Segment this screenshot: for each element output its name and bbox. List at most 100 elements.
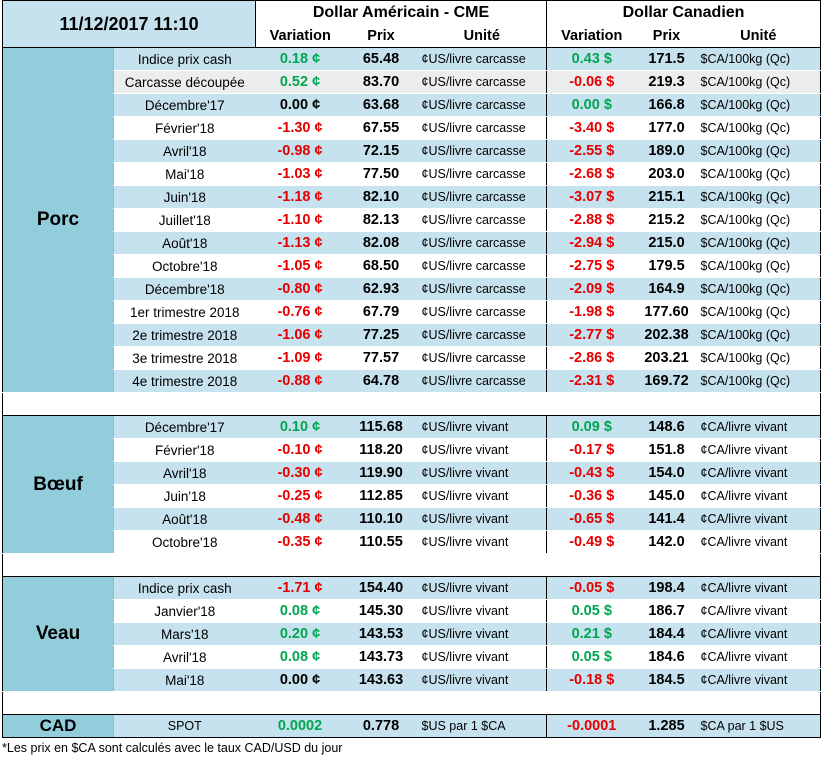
cad-price: 177.0 (636, 116, 697, 140)
cad-price: 171.5 (636, 47, 697, 71)
row-label: Mai'18 (112, 162, 256, 186)
usd-variation: -1.13 ¢ (255, 231, 345, 255)
usd-col-prix: Prix (344, 24, 418, 48)
cad-unit: ¢CA/livre vivant (696, 668, 822, 692)
section-label: CAD (2, 714, 114, 738)
table-row: Février'18 -1.30 ¢ 67.55 ¢US/livre carcasse… (3, 116, 822, 140)
usd-unit: ¢US/livre vivant (417, 599, 548, 623)
cad-unit: $CA/100kg (Qc) (696, 208, 822, 232)
cad-price: 215.1 (636, 185, 697, 209)
row-label: Indice prix cash (112, 576, 256, 600)
cad-variation: -2.75 $ (546, 254, 637, 278)
usd-col-unite: Unité (417, 24, 548, 48)
usd-unit: ¢US/livre carcasse (417, 323, 548, 347)
usd-unit: ¢US/livre carcasse (417, 47, 548, 71)
table-row: Décembre'17 0.00 ¢ 63.68 ¢US/livre carcasse… (3, 93, 822, 117)
usd-variation: 0.00 ¢ (255, 668, 345, 692)
cad-unit: $CA/100kg (Qc) (696, 70, 822, 94)
cad-price: 1.285 (636, 714, 697, 738)
cad-variation: 0.05 $ (546, 645, 637, 669)
row-label: Octobre'18 (112, 254, 256, 278)
cad-unit: ¢CA/livre vivant (696, 599, 822, 623)
section-label: Bœuf (2, 415, 114, 554)
table-row: Décembre'18 -0.80 ¢ 62.93 ¢US/livre carcass… (3, 277, 822, 301)
table-row: Octobre'18 -0.35 ¢ 110.55 ¢US/livre vivant -… (3, 530, 822, 554)
cad-unit: ¢CA/livre vivant (696, 645, 822, 669)
table-row: Avril'18 0.08 ¢ 143.73 ¢US/livre vivant 0.05… (3, 645, 822, 669)
usd-unit: ¢US/livre carcasse (417, 300, 548, 324)
cad-price: 169.72 (636, 369, 697, 393)
cad-variation: -2.88 $ (546, 208, 637, 232)
usd-unit: ¢US/livre carcasse (417, 231, 548, 255)
row-label: SPOT (112, 714, 256, 738)
usd-unit: ¢US/livre carcasse (417, 254, 548, 278)
usd-price: 68.50 (344, 254, 418, 278)
cad-price: 164.9 (636, 277, 697, 301)
usd-price: 119.90 (344, 461, 418, 485)
usd-unit: ¢US/livre carcasse (417, 162, 548, 186)
cad-unit: ¢CA/livre vivant (696, 484, 822, 508)
usd-price: 154.40 (344, 576, 418, 600)
cad-variation: -3.07 $ (546, 185, 637, 209)
section-label: Porc (2, 47, 114, 393)
usd-price: 77.25 (344, 323, 418, 347)
usd-price: 67.55 (344, 116, 418, 140)
cad-price: 202.38 (636, 323, 697, 347)
cad-unit: ¢CA/livre vivant (696, 438, 822, 462)
table-row: Avril'18 -0.98 ¢ 72.15 ¢US/livre carcasse -2… (3, 139, 822, 163)
usd-unit: ¢US/livre vivant (417, 530, 548, 554)
cad-variation: -0.65 $ (546, 507, 637, 531)
table-row: 4e trimestre 2018 -0.88 ¢ 64.78 ¢US/livre c… (3, 369, 822, 393)
cad-variation: -0.36 $ (546, 484, 637, 508)
table-row: Février'18 -0.10 ¢ 118.20 ¢US/livre vivant -… (3, 438, 822, 462)
usd-price: 72.15 (344, 139, 418, 163)
cad-price: 184.5 (636, 668, 697, 692)
usd-variation: -0.98 ¢ (255, 139, 345, 163)
cad-variation: -0.06 $ (546, 70, 637, 94)
row-label: 1er trimestre 2018 (112, 300, 256, 324)
usd-variation: -0.10 ¢ (255, 438, 345, 462)
usd-price: 77.50 (344, 162, 418, 186)
cad-price: 203.21 (636, 346, 697, 370)
row-label: Août'18 (112, 231, 256, 255)
row-label: 4e trimestre 2018 (112, 369, 256, 393)
spacer-row (1, 691, 822, 715)
cad-variation: -2.94 $ (546, 231, 637, 255)
cad-variation: -2.09 $ (546, 277, 637, 301)
cad-variation: -1.98 $ (546, 300, 637, 324)
cad-variation: -0.05 $ (546, 576, 637, 600)
footnote: *Les prix en $CA sont calculés avec le t… (2, 741, 343, 755)
table-row: 2e trimestre 2018 -1.06 ¢ 77.25 ¢US/livre c… (3, 323, 822, 347)
cad-unit: $CA/100kg (Qc) (696, 300, 822, 324)
cad-col-variation: Variation (546, 24, 637, 48)
usd-variation: -0.80 ¢ (255, 277, 345, 301)
usd-variation: -1.05 ¢ (255, 254, 345, 278)
usd-variation: 0.20 ¢ (255, 622, 345, 646)
cad-unit: $CA/100kg (Qc) (696, 185, 822, 209)
cad-unit: ¢CA/livre vivant (696, 622, 822, 646)
row-label: Février'18 (112, 438, 256, 462)
usd-price: 110.10 (344, 507, 418, 531)
cad-variation: 0.09 $ (546, 415, 637, 439)
usd-variation: -1.71 ¢ (255, 576, 345, 600)
cad-unit: $CA/100kg (Qc) (696, 47, 822, 71)
usd-variation: -1.10 ¢ (255, 208, 345, 232)
cad-unit: $CA/100kg (Qc) (696, 346, 822, 370)
cad-unit: $CA/100kg (Qc) (696, 93, 822, 117)
cad-spot-row: CAD SPOT 0.0002 0.778 $US par 1 $CA -0.0001 1.… (2, 714, 822, 738)
cad-price: 219.3 (636, 70, 697, 94)
table-row: Carcasse découpée 0.52 ¢ 83.70 ¢US/livre ca… (3, 70, 822, 94)
usd-price: 83.70 (344, 70, 418, 94)
usd-variation: 0.0002 (255, 714, 345, 738)
cad-unit: ¢CA/livre vivant (696, 461, 822, 485)
usd-price: 112.85 (344, 484, 418, 508)
report-datetime: 11/12/2017 11:10 (1, 0, 257, 48)
table-row: Octobre'18 -1.05 ¢ 68.50 ¢US/livre carcasse… (3, 254, 822, 278)
cad-variation: -3.40 $ (546, 116, 637, 140)
usd-price: 115.68 (344, 415, 418, 439)
usd-price: 82.08 (344, 231, 418, 255)
table-row: Juin'18 -0.25 ¢ 112.85 ¢US/livre vivant -0.3… (3, 484, 822, 508)
cad-price: 141.4 (636, 507, 697, 531)
cad-price: 148.6 (636, 415, 697, 439)
cad-section-title: Dollar Canadien (546, 0, 822, 25)
